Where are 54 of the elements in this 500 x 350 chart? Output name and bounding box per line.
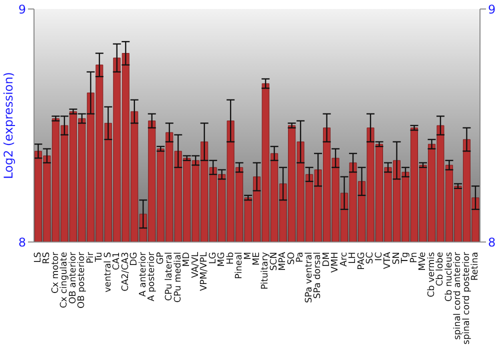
x-tick-label: Cx cingulate [60, 252, 70, 308]
y-axis-title: Log2 (expression) [1, 72, 16, 179]
x-tick-label: CPu lateral [164, 252, 175, 301]
x-tick-label: CPu medial [173, 252, 184, 303]
x-tick-label: MG [217, 252, 228, 267]
x-tick-label: Cb nucleus [444, 252, 454, 302]
x-tick-label: MVe [418, 252, 428, 271]
x-tick-label: SPa ventral [304, 252, 314, 303]
x-tick-label: Pir [86, 252, 96, 264]
x-tick-label: SN [392, 252, 402, 264]
x-tick-label: LH [348, 252, 358, 264]
x-tick-label: SPa dorsal [313, 252, 324, 299]
x-tick-label: VPM/VPL [200, 252, 210, 291]
y2-tick-label: 9 [488, 2, 496, 16]
x-tick-label: Tu [94, 252, 105, 263]
x-tick-label: Cx motor [50, 252, 61, 294]
x-tick-label: VTA [383, 251, 394, 270]
y2-tick-label: 8 [488, 235, 496, 250]
x-tick-label: Pineal [234, 252, 245, 279]
x-tick-label: IC [374, 252, 384, 261]
x-tick-label: PAG [356, 252, 367, 270]
x-tick-label: CA1 [112, 252, 122, 270]
x-tick-label: Hb [226, 252, 236, 264]
x-tick-label: SCN [269, 252, 280, 271]
x-tick-label: MD [182, 252, 192, 267]
x-tick-label: Cb lobe [436, 252, 446, 286]
x-tick-label: Cb vermis [426, 252, 437, 298]
x-tick-label: MPA [278, 251, 288, 271]
x-tick-label: VMH [330, 252, 341, 273]
x-tick-label: SO [286, 252, 297, 265]
x-tick-label: DM [322, 252, 332, 267]
x-tick-label: Pa [296, 252, 306, 263]
x-tick-label: Pn [409, 252, 420, 263]
x-tick-label: LS [33, 252, 44, 263]
x-tick-label: SC [366, 252, 376, 264]
x-tick-label: RS [42, 252, 52, 264]
x-tick-label: ME [252, 252, 262, 266]
x-tick-label: ventral S [103, 252, 114, 292]
x-tick-label: CA2/CA3 [120, 252, 131, 292]
x-tick-label: OB anterior [68, 252, 78, 304]
x-tick-label: A anterior [138, 252, 148, 297]
x-tick-label: VA/VL [190, 252, 201, 278]
x-tick-label: Arc [339, 252, 350, 267]
x-tick-label: Tg [400, 252, 411, 264]
x-tick-label: LG [208, 252, 218, 264]
x-tick-label: Retina [470, 252, 481, 281]
x-tick-label: GP [156, 251, 166, 264]
x-tick-label: A posterior [147, 252, 158, 302]
x-tick-label: M [243, 252, 254, 260]
x-tick-label: OB posterior [77, 252, 88, 309]
x-tick-label: spinal cord posterior [462, 252, 472, 344]
x-tick-label: Pituitary [260, 251, 271, 290]
x-tick-label: spinal cord anterior [453, 252, 464, 340]
x-tick-label: DG [130, 252, 140, 266]
